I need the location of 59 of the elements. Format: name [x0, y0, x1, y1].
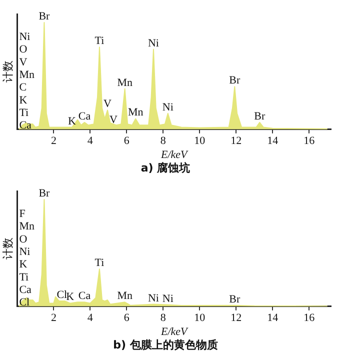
annotation: Ca — [19, 284, 32, 296]
y-axis-title: 计数 — [1, 60, 14, 83]
annotation: Mn — [117, 76, 133, 89]
x-tick-label: 16 — [304, 312, 316, 324]
annotation: Br — [38, 188, 50, 200]
annotation: Mn — [117, 290, 133, 302]
annotation: Ca — [19, 120, 32, 132]
x-axis-title: E/keV — [160, 326, 189, 338]
annotation: K — [19, 258, 28, 271]
x-tick-label: 12 — [230, 312, 242, 324]
annotation: Ca — [78, 110, 91, 122]
annotation: V — [19, 56, 28, 68]
x-tick-label: 6 — [124, 312, 130, 324]
annotation: Mn — [19, 69, 35, 82]
annotation: Ti — [94, 257, 104, 269]
annotation: V — [104, 98, 112, 110]
x-tick-label: 14 — [267, 312, 279, 324]
annotation: K — [66, 291, 74, 304]
annotation: Ca — [78, 290, 91, 302]
x-tick-label: 4 — [87, 134, 94, 147]
x-tick-label: 4 — [87, 312, 94, 324]
x-tick-label: 10 — [194, 134, 206, 147]
x-tick-label: 8 — [160, 312, 166, 324]
annotation: Cl — [19, 296, 30, 309]
annotation: Ni — [148, 292, 159, 304]
annotation: Cl — [56, 289, 68, 302]
annotation: Ti — [19, 107, 29, 120]
annotation: K — [68, 115, 76, 128]
annotation: Br — [254, 110, 266, 122]
annotation: F — [19, 208, 26, 220]
x-tick-label: 8 — [160, 134, 166, 147]
x-tick-label: 2 — [50, 312, 56, 324]
annotation: Mn — [19, 220, 35, 233]
x-tick-label: 2 — [50, 134, 56, 147]
y-axis-title: 计数 — [1, 238, 14, 260]
x-tick-label: 12 — [230, 134, 242, 147]
annotation: Ti — [19, 271, 29, 284]
annotation: K — [19, 94, 28, 106]
annotation: Ni — [19, 246, 30, 258]
annotation: Br — [229, 74, 241, 87]
annotation: O — [19, 233, 28, 246]
annotation: Ti — [94, 35, 104, 48]
annotation: V — [110, 114, 118, 126]
annotation: Br — [229, 293, 241, 306]
annotation: C — [19, 82, 27, 94]
x-tick-label: 6 — [124, 134, 130, 147]
annotation: Ni — [162, 292, 174, 305]
text: a) 腐蚀坑 — [140, 161, 190, 174]
annotation: Mn — [128, 106, 144, 119]
x-tick-label: 16 — [304, 134, 316, 147]
text: b) 包膜上的黄色物质 — [113, 338, 218, 352]
annotation: Ni — [19, 31, 30, 43]
annotation: Ni — [162, 101, 174, 114]
x-tick-label: 10 — [194, 312, 206, 324]
x-tick-label: 14 — [267, 134, 279, 147]
x-axis-title: E/keV — [160, 149, 189, 162]
annotation: Ni — [148, 37, 159, 50]
annotation: Br — [38, 10, 50, 23]
annotation: O — [19, 44, 28, 56]
